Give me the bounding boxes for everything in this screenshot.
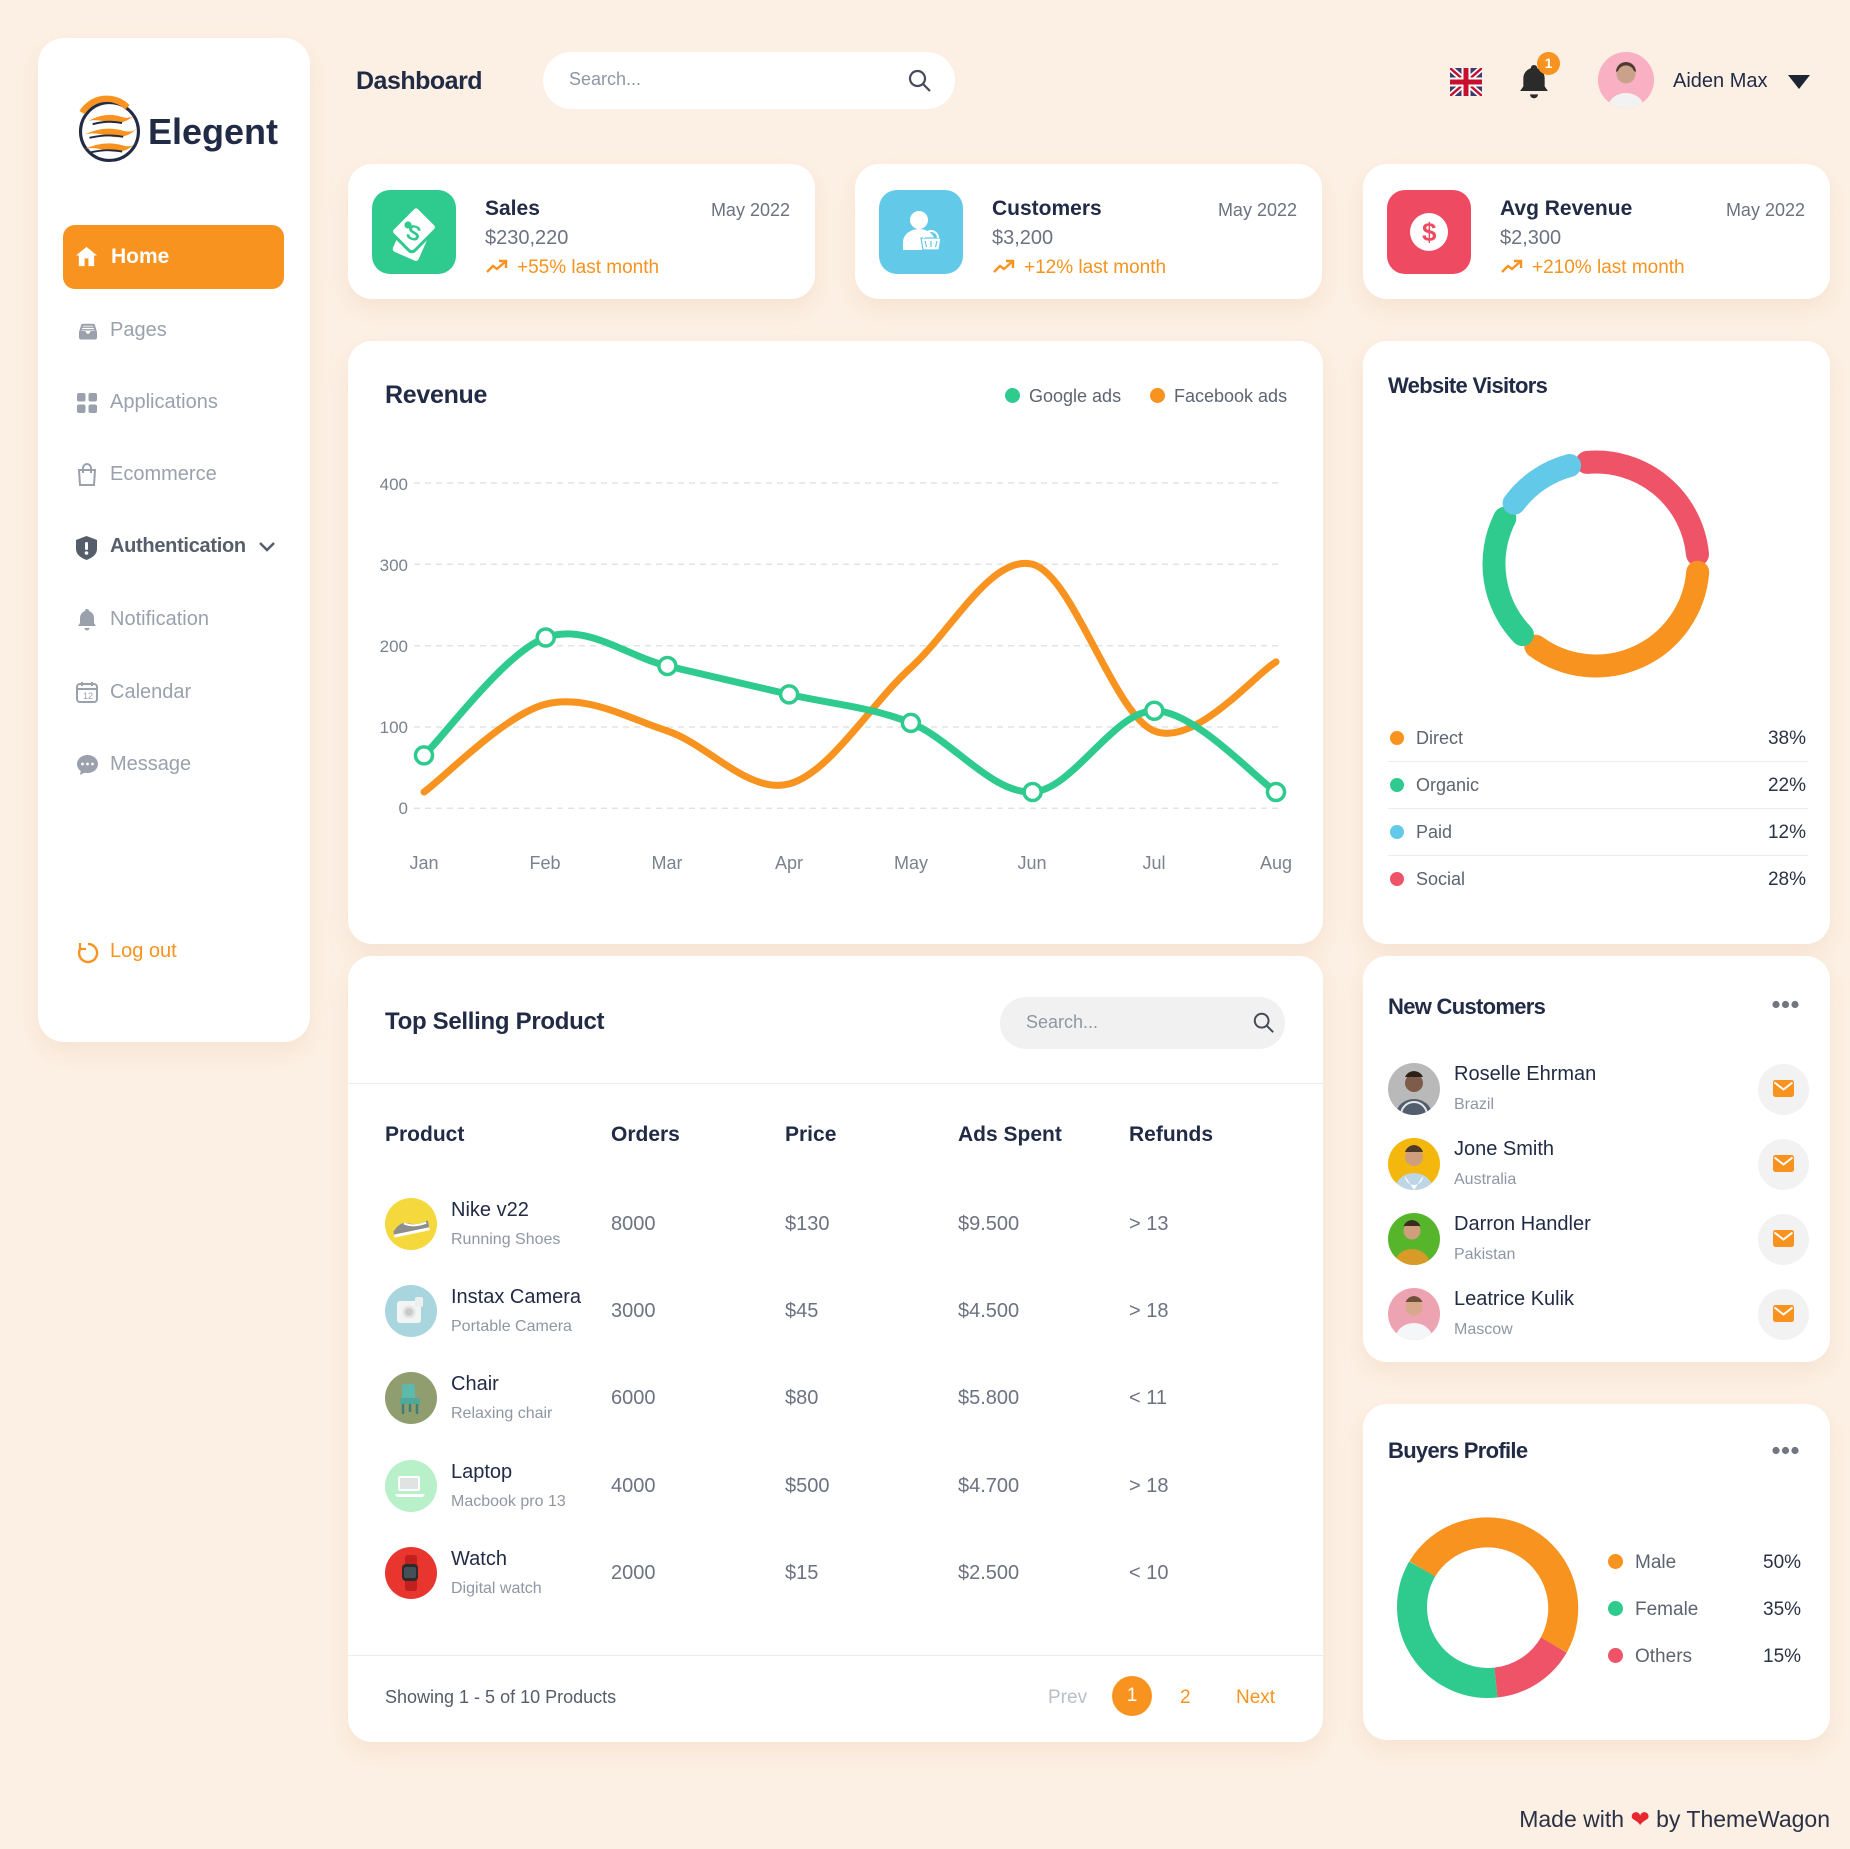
svg-text:Jan: Jan [409,853,438,873]
svg-text:Feb: Feb [529,853,560,873]
svg-text:Apr: Apr [775,853,803,873]
svg-text:Jun: Jun [1017,853,1046,873]
svg-text:$: $ [1422,217,1437,247]
svg-text:Jul: Jul [1142,853,1165,873]
svg-text:Mar: Mar [652,853,683,873]
svg-text:100: 100 [380,718,408,737]
svg-text:Aug: Aug [1260,853,1292,873]
svg-text:300: 300 [380,556,408,575]
svg-text:May: May [894,853,928,873]
svg-text:S: S [403,220,423,246]
svg-text:12: 12 [83,691,93,701]
svg-text:200: 200 [380,637,408,656]
svg-text:400: 400 [380,475,408,494]
svg-text:0: 0 [399,799,408,818]
